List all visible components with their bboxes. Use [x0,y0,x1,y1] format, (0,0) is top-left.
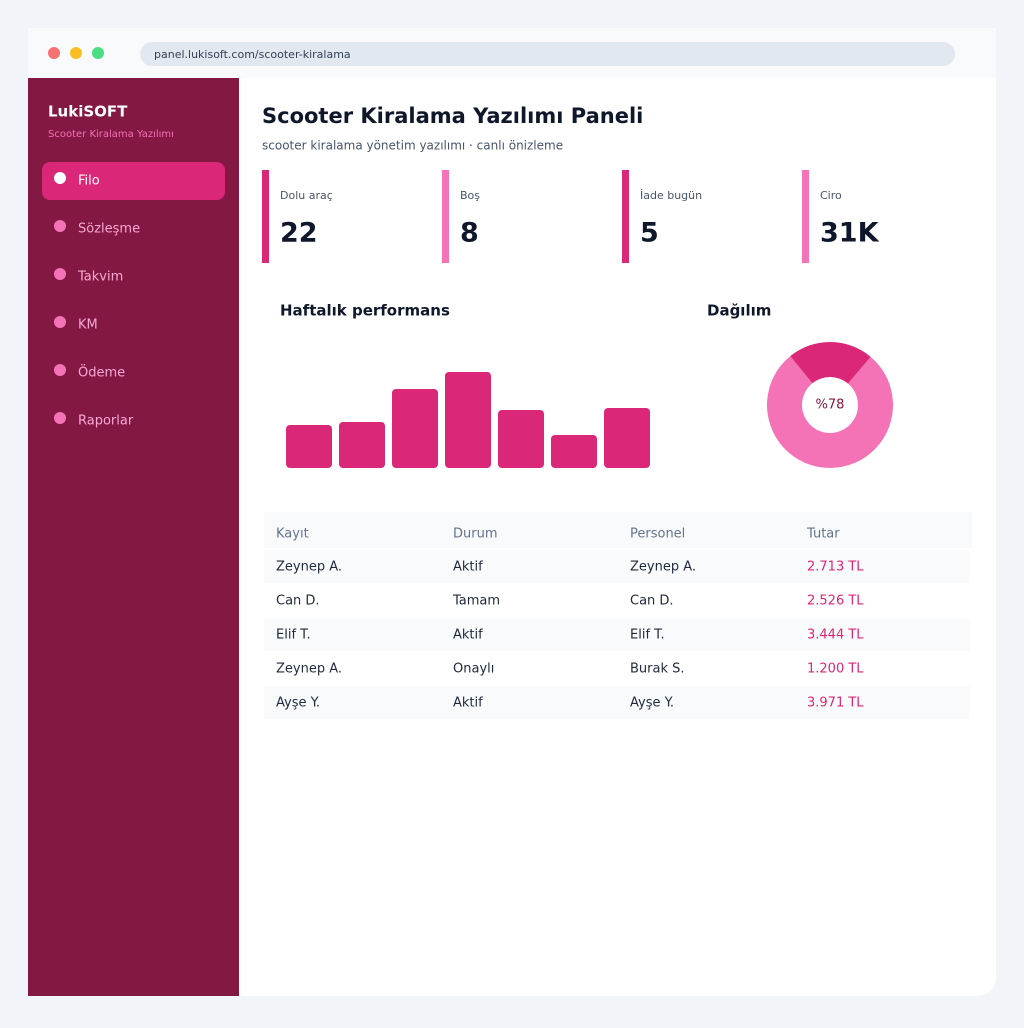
nav-dot [54,364,66,376]
table-cell: Ayşe Y. [630,696,674,711]
table-cell: 1.200 TL [807,662,864,677]
nav-dot [54,220,66,232]
stat-value: 22 [280,218,318,249]
table-row [264,550,970,583]
table-cell: Ayşe Y. [276,696,320,711]
chart-title: Dağılım [707,302,771,320]
bar [551,435,597,468]
stat-accent [802,170,809,263]
table-row [264,686,970,719]
close-dot[interactable] [48,47,60,59]
page-title: Scooter Kiralama Yazılımı Paneli [262,104,643,128]
tagline: Scooter Kiralama Yazılımı [48,129,174,140]
sidebar [28,78,239,996]
table-cell: 2.526 TL [807,594,864,609]
stat-value: 31K [820,218,880,249]
bar [339,422,385,468]
table-cell: Elif T. [630,628,665,643]
table-cell: Elif T. [276,628,311,643]
stat-value: 5 [640,218,659,249]
nav-item[interactable]: Raporlar [78,414,134,429]
min-dot[interactable] [70,47,82,59]
max-dot[interactable] [92,47,104,59]
page-subtitle: scooter kiralama yönetim yazılımı · canl… [262,139,563,153]
table-row [264,618,970,651]
table-cell: Aktif [453,560,483,575]
table-cell: Zeynep A. [276,662,342,677]
stat-accent [442,170,449,263]
nav-dot [54,172,66,184]
pie-label: %78 [816,398,845,413]
stat-label: İade bugün [640,189,702,202]
table-cell: Aktif [453,696,483,711]
bar [604,408,650,468]
pie-remainder [790,342,871,384]
pie-slice [767,356,894,469]
bar [286,425,332,468]
column-header: Tutar [806,527,840,542]
table-cell: Zeynep A. [630,560,696,575]
nav-item[interactable]: Takvim [77,270,123,285]
nav-item[interactable]: Filo [78,174,100,189]
table-cell: 2.713 TL [807,560,864,575]
table-cell: Aktif [453,628,483,643]
bar [445,372,491,468]
table-cell: Zeynep A. [276,560,342,575]
stat-value: 8 [460,218,479,249]
stat-label: Ciro [820,189,842,202]
nav-dot [54,412,66,424]
url: panel.lukisoft.com/scooter-kiralama [154,48,351,61]
brand: LukiSOFT [48,103,128,121]
nav-item[interactable]: KM [78,318,98,333]
stat-accent [262,170,269,263]
nav-active[interactable] [42,162,225,200]
table-cell: Tamam [452,594,500,609]
nav-item[interactable]: Sözleşme [78,222,140,237]
column-header: Personel [630,527,685,542]
column-header: Kayıt [276,527,309,542]
nav-dot [54,268,66,280]
table-cell: 3.444 TL [807,628,864,643]
table-cell: Burak S. [630,662,685,677]
bar [392,389,438,468]
nav-item[interactable]: Ödeme [78,364,125,381]
table-cell: Can D. [276,594,320,609]
stat-label: Boş [460,189,480,202]
column-header: Durum [453,527,498,542]
stat-accent [622,170,629,263]
table-header [264,512,972,548]
nav-dot [54,316,66,328]
url-bar[interactable] [140,42,955,66]
table-cell: Can D. [630,594,674,609]
table-cell: Onaylı [453,662,494,677]
stat-label: Dolu araç [280,189,333,202]
bar [498,410,544,468]
table-cell: 3.971 TL [807,696,864,711]
chart-title: Haftalık performans [280,302,450,320]
